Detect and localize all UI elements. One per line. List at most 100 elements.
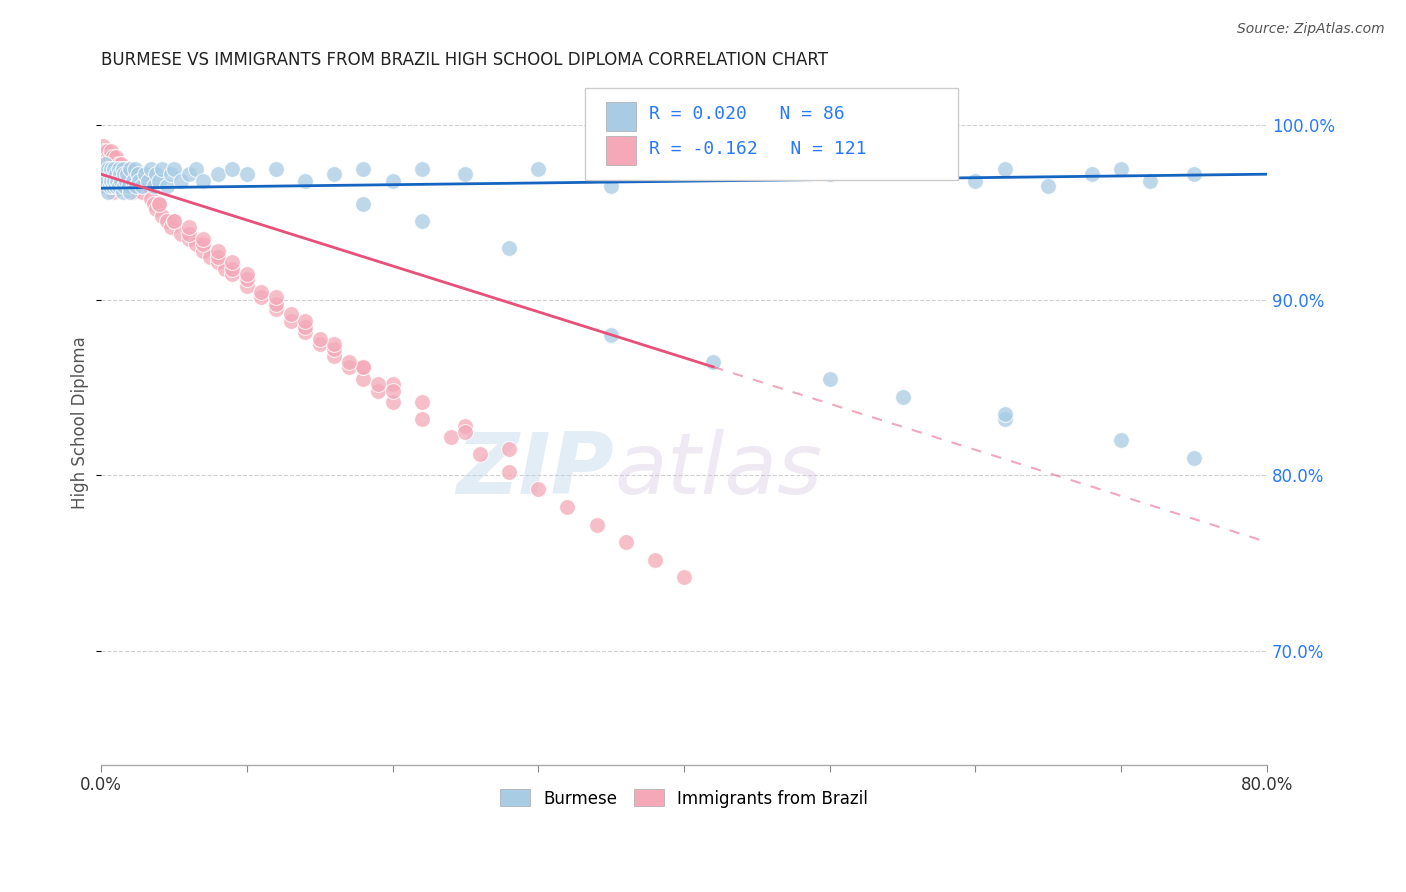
Point — [294, 325, 316, 339]
Point — [97, 161, 120, 176]
Point — [112, 167, 135, 181]
Point — [98, 167, 121, 181]
Point — [672, 167, 695, 181]
Point — [93, 174, 115, 188]
Point — [118, 179, 141, 194]
Point — [120, 161, 142, 176]
Point — [236, 267, 259, 281]
Point — [891, 390, 914, 404]
Point — [191, 244, 214, 259]
Point — [177, 227, 200, 241]
Point — [170, 227, 193, 241]
Point — [337, 359, 360, 374]
Point — [108, 161, 131, 176]
Point — [91, 161, 114, 176]
Point — [454, 425, 477, 439]
Point — [122, 167, 145, 181]
Point — [100, 179, 122, 194]
Point — [94, 179, 117, 194]
Point — [600, 179, 623, 194]
Point — [107, 174, 129, 188]
Point — [337, 354, 360, 368]
Y-axis label: High School Diploma: High School Diploma — [72, 336, 89, 509]
Point — [818, 372, 841, 386]
Legend: Burmese, Immigrants from Brazil: Burmese, Immigrants from Brazil — [494, 783, 875, 814]
Point — [367, 377, 389, 392]
Point — [115, 174, 138, 188]
Point — [94, 161, 117, 176]
Point — [96, 145, 118, 159]
Point — [107, 179, 129, 194]
Point — [207, 250, 229, 264]
Point — [134, 167, 156, 181]
Point — [120, 185, 142, 199]
Point — [103, 174, 125, 188]
Point — [585, 517, 607, 532]
Point — [221, 161, 243, 176]
Text: R = 0.020   N = 86: R = 0.020 N = 86 — [650, 105, 845, 123]
Text: Source: ZipAtlas.com: Source: ZipAtlas.com — [1237, 22, 1385, 37]
Point — [142, 197, 165, 211]
Point — [101, 167, 124, 181]
Point — [1038, 179, 1060, 194]
Point — [440, 430, 463, 444]
Text: R = -0.162   N = 121: R = -0.162 N = 121 — [650, 140, 866, 159]
Point — [381, 377, 404, 392]
Point — [367, 384, 389, 399]
Point — [139, 192, 162, 206]
Point — [207, 244, 229, 259]
Point — [97, 161, 120, 176]
Point — [120, 161, 142, 176]
Point — [191, 232, 214, 246]
Point — [352, 161, 374, 176]
Point — [294, 314, 316, 328]
Point — [145, 202, 167, 217]
Point — [107, 156, 129, 170]
Point — [93, 145, 115, 159]
Point — [104, 179, 127, 194]
Point — [97, 150, 120, 164]
Point — [111, 161, 134, 176]
Point — [498, 465, 520, 479]
Point — [98, 179, 121, 194]
Point — [527, 161, 550, 176]
Text: atlas: atlas — [614, 429, 823, 512]
Point — [221, 254, 243, 268]
Point — [115, 167, 138, 181]
Point — [136, 174, 159, 188]
Point — [294, 319, 316, 334]
Point — [177, 167, 200, 181]
Point — [104, 150, 127, 164]
Point — [117, 167, 139, 181]
Point — [381, 384, 404, 399]
Point — [100, 174, 122, 188]
Point — [96, 174, 118, 188]
Point — [177, 232, 200, 246]
Point — [98, 150, 121, 164]
Point — [145, 167, 167, 181]
Point — [454, 419, 477, 434]
Point — [323, 337, 346, 351]
Point — [264, 297, 287, 311]
Point — [965, 174, 987, 188]
Point — [111, 179, 134, 194]
Point — [1109, 434, 1132, 448]
Point — [107, 161, 129, 176]
Point — [94, 156, 117, 170]
Point — [112, 179, 135, 194]
Point — [280, 314, 302, 328]
Point — [103, 174, 125, 188]
Point — [498, 241, 520, 255]
Point — [236, 167, 259, 181]
Point — [118, 167, 141, 181]
Point — [1081, 167, 1104, 181]
Point — [148, 197, 170, 211]
Point — [101, 150, 124, 164]
Point — [160, 167, 183, 181]
Point — [221, 261, 243, 276]
Point — [250, 290, 273, 304]
Point — [96, 161, 118, 176]
Point — [131, 185, 153, 199]
FancyBboxPatch shape — [585, 88, 957, 180]
Point — [170, 174, 193, 188]
